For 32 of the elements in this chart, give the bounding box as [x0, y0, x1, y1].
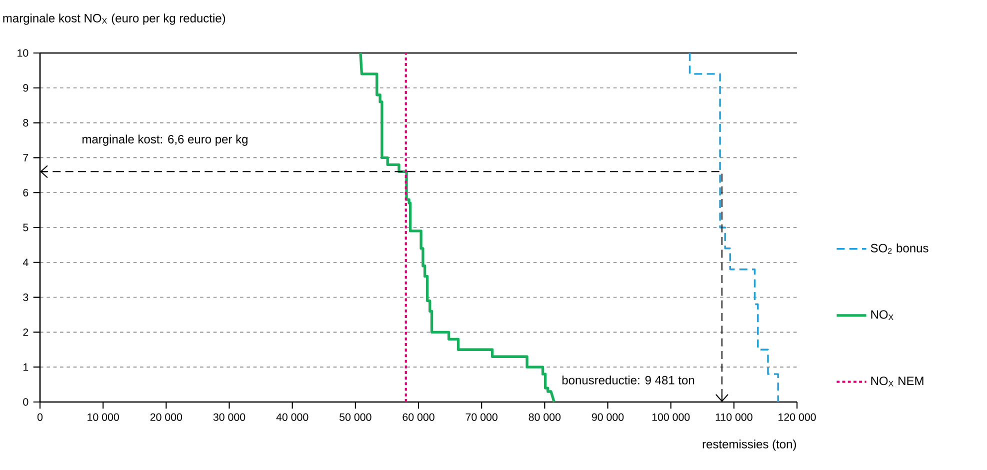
annotation: bonusreductie: 9 481 ton [562, 376, 694, 384]
y-tick-label: 4 [22, 258, 28, 266]
x-tick-label: 40 000 [276, 413, 308, 421]
x-axis-title: restemissies (ton) [702, 440, 796, 451]
x-tick-label: 50 000 [340, 413, 372, 421]
y-tick-label: 0 [23, 398, 28, 406]
legend-label: NO$_{X}$ [871, 310, 894, 320]
y-tick-label: 8 [23, 119, 28, 127]
x-tick-label: 90 000 [592, 413, 624, 421]
x-tick-label: 0 [37, 413, 43, 421]
x-tick-label: 10 000 [88, 413, 119, 421]
x-tick-label: 110 000 [716, 413, 752, 421]
x-tick-label: 120 000 [778, 413, 816, 421]
line-series [359, 52, 556, 404]
legend-label: SO$_{2}$ bonus [870, 244, 928, 254]
x-tick-label: 20 000 [150, 413, 182, 421]
x-tick-label: 30 000 [213, 413, 246, 421]
x-tick-label: 70 000 [466, 413, 498, 421]
y-tick-label: 9 [23, 84, 28, 92]
y-tick-label: 1 [24, 363, 28, 371]
x-tick-label: 60 000 [402, 413, 434, 421]
x-tick-label: 80 000 [528, 413, 561, 421]
y-axis-title: marginale kost NO$_{X}$ (euro per kg reductie) [3, 14, 226, 25]
y-tick-label: 5 [23, 224, 28, 232]
x-tick-label: 100 000 [652, 413, 690, 421]
y-tick-label: 3 [23, 294, 28, 302]
y-tick-label: 2 [23, 328, 28, 336]
annotation: marginale kost: 6,6 euro per kg [82, 134, 248, 146]
y-tick-label: 6 [23, 188, 28, 196]
y-tick-label: 10 [18, 49, 28, 57]
legend-label: NO$_{X}$ NEM [871, 376, 924, 386]
y-tick-label: 7 [23, 154, 28, 162]
